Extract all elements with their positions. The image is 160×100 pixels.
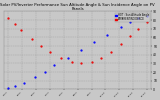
Title: Solar PV/Inverter Performance Sun Altitude Angle & Sun Incidence Angle on PV Pan: Solar PV/Inverter Performance Sun Altitu… (0, 3, 155, 11)
Legend: HOT : Sun Altitude Angle, APPARENTINCIDENCE: HOT : Sun Altitude Angle, APPARENTINCIDE… (115, 13, 150, 22)
